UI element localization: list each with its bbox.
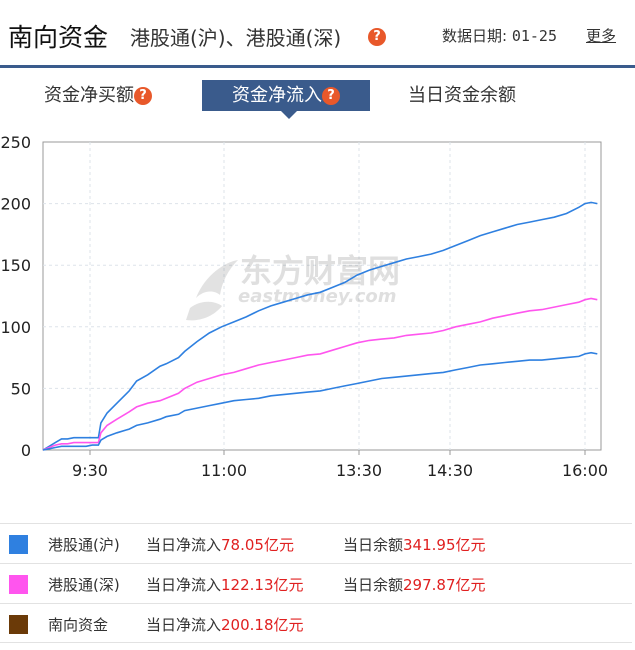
tab-label: 资金净买额 <box>44 85 134 106</box>
balance-value: 297.87亿元 <box>403 576 486 594</box>
tab-label: 资金净流入 <box>232 85 322 106</box>
page-subtitle: 港股通(沪)、港股通(深) <box>130 26 342 50</box>
date-label: 数据日期: <box>442 27 508 45</box>
y-tick-label: 100 <box>0 318 31 337</box>
legend-flow: 当日净流入122.13亿元 <box>146 574 304 595</box>
page-title: 南向资金 <box>8 23 109 52</box>
series-line-港股通(深) <box>42 297 598 451</box>
y-tick-label: 150 <box>0 256 31 275</box>
help-icon[interactable]: ? <box>322 87 340 105</box>
y-tick-label: 250 <box>0 133 31 152</box>
x-tick-label: 11:00 <box>201 461 247 480</box>
tab-net-buy[interactable]: 资金净买额? <box>44 80 152 111</box>
more-link[interactable]: 更多 <box>586 27 617 45</box>
y-axis-ticks: 0 50 100 150 200 250 <box>0 133 31 460</box>
flow-value: 78.05亿元 <box>221 536 294 554</box>
legend-name: 港股通(深) <box>48 576 120 594</box>
tab-bar: 资金净买额? 资金净流入? 当日资金余额 <box>0 80 635 120</box>
flow-label: 当日净流入 <box>146 616 222 634</box>
y-tick-label: 0 <box>21 441 31 460</box>
x-tick-label: 16:00 <box>562 461 608 480</box>
page-header: 南向资金 港股通(沪)、港股通(深) ? 数据日期: 01-25 更多 <box>0 0 635 68</box>
y-tick-label: 200 <box>0 195 31 214</box>
x-tick-label: 14:30 <box>427 461 473 480</box>
chart-series <box>42 201 598 451</box>
legend-balance: 当日余额297.87亿元 <box>343 574 486 595</box>
series-line-港股通(沪) <box>42 351 598 451</box>
series-line-南向资金 <box>42 201 598 451</box>
balance-value: 341.95亿元 <box>403 536 486 554</box>
plot-frame <box>42 141 602 451</box>
help-icon[interactable]: ? <box>134 87 152 105</box>
help-icon[interactable]: ? <box>368 28 386 46</box>
flow-value: 122.13亿元 <box>221 576 304 594</box>
flow-value: 200.18亿元 <box>221 616 304 634</box>
watermark-en: eastmoney.com <box>238 286 397 307</box>
legend-swatch <box>9 575 28 594</box>
legend-name: 南向资金 <box>48 616 109 634</box>
flow-label: 当日净流入 <box>146 536 222 554</box>
tab-label: 当日资金余额 <box>408 85 516 106</box>
date-value: 01-25 <box>511 27 557 45</box>
legend-swatch <box>9 615 28 634</box>
legend-flow: 当日净流入200.18亿元 <box>146 614 304 635</box>
balance-label: 当日余额 <box>343 576 404 594</box>
x-axis-ticks: 9:30 11:00 13:30 14:30 16:00 <box>72 450 608 480</box>
chart-grid <box>42 141 602 451</box>
flow-label: 当日净流入 <box>146 576 222 594</box>
y-tick-label: 50 <box>11 379 31 398</box>
line-chart: 东方财富网 eastmoney.com 0 50 100 150 200 250 9:30… <box>0 133 608 480</box>
x-tick-label: 13:30 <box>336 461 382 480</box>
active-tab-caret <box>281 111 297 119</box>
legend-swatch <box>9 535 28 554</box>
legend-row: 港股通(沪) 当日净流入78.05亿元 当日余额341.95亿元 <box>0 523 632 563</box>
chart-watermark: 东方财富网 eastmoney.com <box>186 252 400 321</box>
legend-balance: 当日余额341.95亿元 <box>343 534 486 555</box>
legend-row: 港股通(深) 当日净流入122.13亿元 当日余额297.87亿元 <box>0 563 632 603</box>
legend-name: 港股通(沪) <box>48 536 120 554</box>
tab-daily-balance[interactable]: 当日资金余额 <box>408 80 516 111</box>
watermark-cn: 东方财富网 <box>240 252 400 290</box>
legend-row: 南向资金 当日净流入200.18亿元 <box>0 603 632 643</box>
balance-label: 当日余额 <box>343 536 404 554</box>
eastmoney-logo-icon <box>186 260 238 321</box>
data-date: 数据日期: 01-25 <box>442 25 557 46</box>
legend-flow: 当日净流入78.05亿元 <box>146 534 294 555</box>
x-tick-label: 9:30 <box>72 461 108 480</box>
tab-net-inflow[interactable]: 资金净流入? <box>202 80 370 111</box>
